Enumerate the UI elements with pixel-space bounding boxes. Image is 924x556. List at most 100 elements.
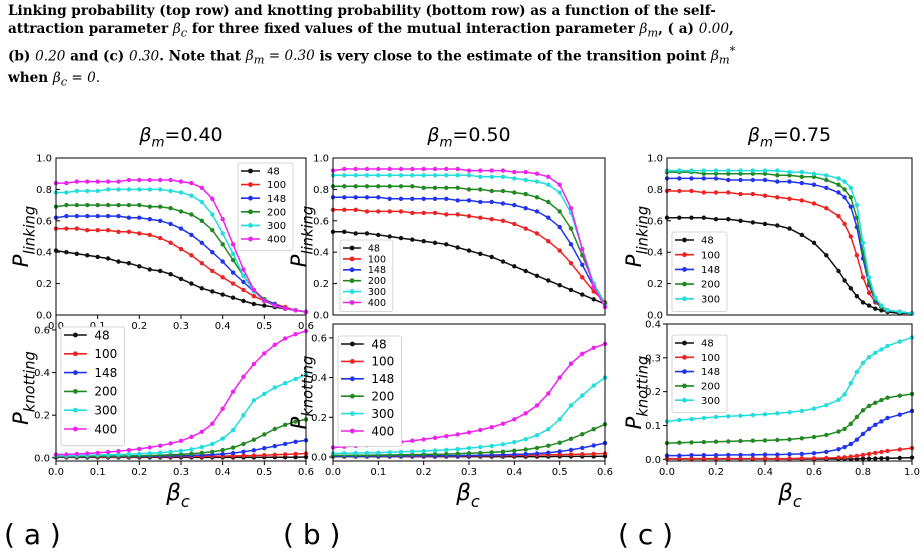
- data-point-200: [95, 202, 100, 208]
- data-point-100: [775, 456, 780, 461]
- x-tick-label: 0.3: [173, 321, 189, 332]
- data-point-300: [799, 169, 804, 175]
- y-tick-label: 0.0: [645, 455, 661, 466]
- data-point-300: [147, 187, 152, 192]
- data-point-148: [262, 446, 267, 451]
- data-point-148: [455, 198, 460, 203]
- data-point-100: [230, 281, 236, 286]
- data-point-48: [293, 455, 298, 460]
- data-point-148: [421, 196, 426, 201]
- data-point-300: [738, 168, 743, 173]
- data-point-300: [726, 168, 731, 173]
- data-point-200: [126, 202, 132, 208]
- data-point-148: [95, 213, 100, 219]
- data-point-100: [168, 240, 173, 245]
- data-point-48: [848, 286, 853, 291]
- data-point-200: [500, 188, 506, 194]
- data-point-400: [283, 336, 288, 341]
- x-tick-label: 0.6: [298, 467, 314, 478]
- data-point-300: [879, 303, 884, 308]
- data-point-148: [283, 441, 288, 447]
- data-point-48: [432, 240, 438, 245]
- legend-entry: 400: [94, 422, 117, 436]
- data-point-48: [64, 250, 69, 255]
- data-point-48: [836, 268, 841, 274]
- legend-entry: 148: [701, 367, 720, 378]
- figure-caption: Linking probability (top row) and knotti…: [8, 3, 736, 89]
- data-point-48: [860, 456, 866, 461]
- legend-entry: 100: [267, 180, 286, 191]
- data-point-148: [220, 259, 225, 264]
- data-point-148: [523, 451, 528, 457]
- x-tick-label: 0.3: [173, 467, 189, 478]
- data-point-48: [95, 254, 100, 260]
- data-point-300: [836, 176, 841, 181]
- data-point-200: [410, 184, 415, 189]
- data-point-148: [158, 218, 163, 223]
- data-point-148: [364, 195, 370, 200]
- legend-box: [337, 335, 402, 447]
- data-point-200: [523, 447, 528, 452]
- data-point-100: [568, 261, 574, 266]
- data-point-100: [713, 456, 719, 461]
- data-point-300: [455, 446, 460, 452]
- data-point-300: [64, 190, 69, 195]
- legend-marker: [248, 182, 253, 188]
- y-tick-label: 0.8: [313, 185, 329, 196]
- data-point-300: [466, 173, 472, 178]
- data-point-100: [262, 453, 267, 458]
- data-point-100: [283, 452, 288, 457]
- data-point-300: [500, 174, 506, 179]
- data-point-148: [799, 451, 804, 457]
- y-axis-label: Plinking: [9, 206, 38, 267]
- data-point-200: [364, 184, 370, 189]
- data-point-100: [726, 456, 731, 461]
- data-point-100: [251, 294, 257, 299]
- data-point-148: [842, 444, 847, 450]
- legend-entry: 200: [701, 280, 720, 291]
- data-point-200: [178, 452, 184, 457]
- data-point-300: [168, 449, 173, 454]
- data-point-100: [158, 235, 163, 241]
- data-point-100: [580, 452, 585, 457]
- data-point-100: [500, 218, 506, 223]
- data-point-300: [376, 173, 381, 178]
- data-point-300: [189, 447, 194, 452]
- data-point-48: [854, 294, 860, 299]
- y-tick-label: 0.1: [645, 421, 661, 432]
- legend-marker: [350, 411, 355, 416]
- data-point-400: [178, 438, 184, 443]
- data-point-300: [199, 444, 204, 450]
- panel-6: 0.0 0.1 0.2 0.3 0.4 0.0 0.2 0.4 0.6 0.8 1.0 Pknotti…: [622, 320, 920, 479]
- data-point-100: [689, 188, 694, 194]
- data-point-200: [854, 215, 860, 220]
- data-point-400: [116, 179, 121, 184]
- data-point-48: [421, 239, 426, 244]
- data-point-200: [557, 440, 562, 445]
- data-point-300: [432, 448, 438, 453]
- data-point-300: [866, 355, 872, 360]
- data-point-400: [126, 177, 132, 183]
- data-point-148: [836, 447, 841, 452]
- data-point-100: [738, 191, 743, 197]
- data-point-100: [293, 451, 298, 457]
- data-point-100: [762, 193, 768, 198]
- data-point-300: [178, 190, 184, 195]
- x-tick-label: 0.4: [215, 321, 231, 332]
- legend-entry: 400: [368, 298, 386, 309]
- data-point-148: [168, 221, 173, 227]
- data-point-200: [230, 257, 236, 263]
- data-point-200: [210, 449, 215, 454]
- data-point-200: [897, 393, 902, 398]
- panel-3: βm=0.75 0.0 0.2 0.4 0.6 0.8 1.0 Plinking 48 100 14…: [622, 124, 915, 322]
- data-point-300: [848, 381, 853, 386]
- data-point-48: [189, 281, 194, 286]
- data-point-300: [421, 448, 426, 454]
- data-point-100: [836, 213, 841, 219]
- legend-marker: [73, 389, 78, 394]
- data-point-300: [387, 173, 392, 178]
- data-point-300: [376, 450, 381, 455]
- y-axis-label: Plinking: [287, 206, 316, 267]
- data-point-300: [848, 185, 853, 190]
